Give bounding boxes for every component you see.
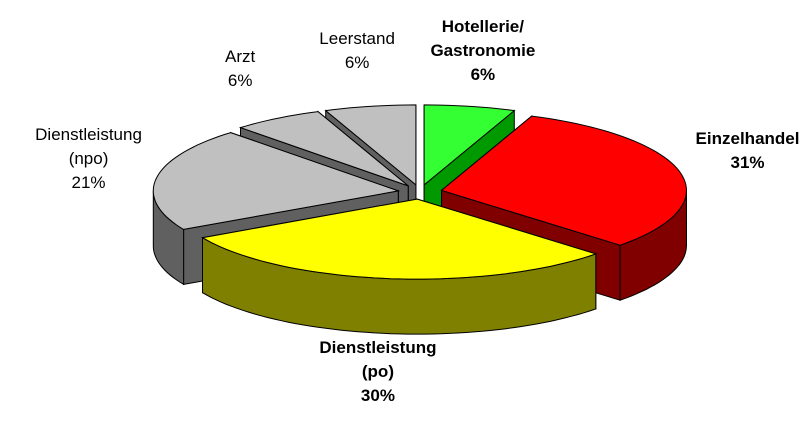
slice-label: Leerstand 6% <box>319 27 395 75</box>
value-label: 30% <box>360 385 395 405</box>
slice <box>201 198 598 335</box>
value-label: 6% <box>227 71 253 91</box>
slice-label: Dienstleistung (npo) 21% <box>35 123 142 195</box>
slice-top <box>324 104 417 186</box>
slice-label: Hotellerie/ Gastronomie 6% <box>430 15 535 87</box>
slice-label: Dienstleistung (po) 30% <box>319 336 436 408</box>
value-label: 21% <box>71 173 106 193</box>
category-label: Dienstleistung (npo) <box>35 125 142 169</box>
value-label: 6% <box>470 65 496 85</box>
slice-top <box>238 111 409 187</box>
category-label: Arzt <box>225 47 256 67</box>
slice-top <box>201 198 598 280</box>
slice-top <box>440 115 688 246</box>
slice-top <box>423 104 516 186</box>
category-label: Einzelhandel <box>695 129 800 149</box>
category-label: Hotellerie/ Gastronomie <box>430 17 536 61</box>
value-label: 31% <box>730 153 765 173</box>
category-label: Dienstleistung (po) <box>319 337 437 381</box>
category-label: Leerstand <box>319 29 395 49</box>
slice-top <box>152 132 401 230</box>
value-label: 6% <box>344 53 370 73</box>
slice-label: Arzt 6% <box>225 45 255 93</box>
slice-label: Einzelhandel 31% <box>696 127 800 175</box>
